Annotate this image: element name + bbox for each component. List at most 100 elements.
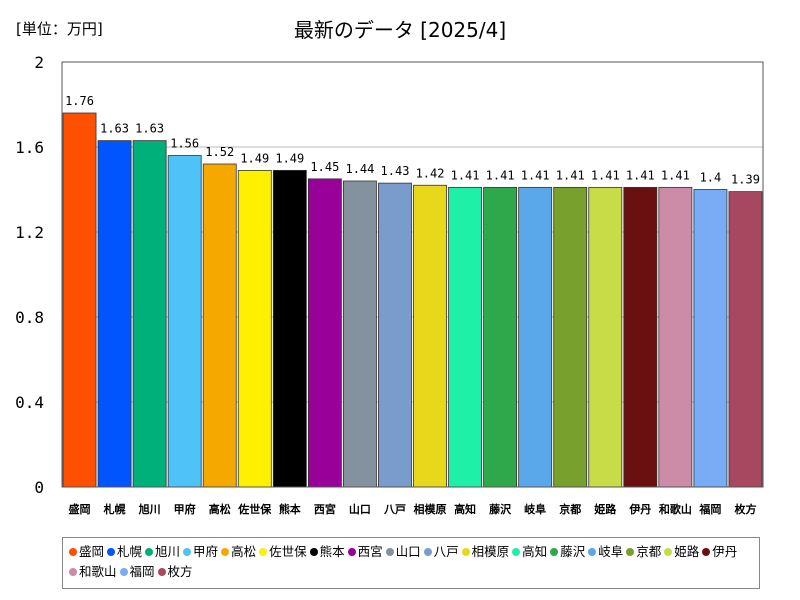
bar-0 xyxy=(62,112,97,488)
x-tick-label: 盛岡 xyxy=(69,502,91,516)
legend-label: 伊丹 xyxy=(712,544,738,559)
legend-label: 枚方 xyxy=(167,564,193,579)
x-tick-label: 藤沢 xyxy=(489,502,512,516)
x-tick-label: 岐阜 xyxy=(524,502,546,516)
x-tick-label: 甲府 xyxy=(174,502,196,516)
x-tick-label: 高松 xyxy=(209,502,231,516)
legend-swatch xyxy=(512,548,521,556)
legend-label: 佐世保 xyxy=(269,544,307,559)
data-label: 1.42 xyxy=(416,166,445,180)
data-label: 1.39 xyxy=(731,173,760,187)
x-tick-label: 西宮 xyxy=(314,502,336,516)
legend-item: 藤沢 xyxy=(550,542,585,562)
data-label: 1.41 xyxy=(451,168,480,182)
y-tick-label: 0.8 xyxy=(15,308,44,327)
bar-6 xyxy=(272,169,307,488)
bar-18 xyxy=(693,189,728,488)
data-label: 1.63 xyxy=(100,122,129,136)
legend-swatch xyxy=(664,548,673,556)
x-tick-label: 福岡 xyxy=(698,502,721,516)
y-tick-label: 2 xyxy=(34,53,44,72)
legend-swatch xyxy=(69,548,77,556)
legend-label: 札幌 xyxy=(117,544,143,559)
x-tick-label: 高知 xyxy=(454,502,476,516)
legend-swatch xyxy=(461,548,470,556)
legend-swatch xyxy=(69,568,77,576)
bar-chart: 1.76 1.63 1.63 1.56 1.52 1.49 1.49 1.45 1.44 1.43… xyxy=(15,53,764,516)
legend-item: 姫路 xyxy=(664,542,699,562)
legend-swatch xyxy=(157,568,166,576)
bar-8 xyxy=(342,180,377,488)
bar-4 xyxy=(202,163,237,488)
data-label: 1.76 xyxy=(65,94,94,108)
legend-swatch xyxy=(347,548,356,556)
legend-label: 福岡 xyxy=(129,564,155,579)
bar-10 xyxy=(413,184,447,488)
legend-label: 高松 xyxy=(231,544,257,559)
legend-label: 姫路 xyxy=(674,544,700,559)
legend-label: 八戸 xyxy=(433,544,459,559)
bar-11 xyxy=(448,186,482,488)
legend: 盛岡 札幌 旭川 甲府 高松 佐世保 熊本 西宮 山口 八戸 相模原 高知 藤沢 岐阜 京都 姫路 伊丹和歌山福… xyxy=(62,537,760,589)
data-label: 1.41 xyxy=(661,168,690,182)
data-label: 1.49 xyxy=(240,151,269,165)
unit-label: [単位：万円] xyxy=(16,20,103,38)
bar-13 xyxy=(518,186,553,488)
legend-swatch xyxy=(221,548,230,556)
bar-3 xyxy=(167,155,202,488)
data-label: 1.41 xyxy=(486,168,515,182)
data-label: 1.44 xyxy=(345,162,374,176)
data-label: 1.41 xyxy=(591,168,620,182)
legend-item: 和歌山 xyxy=(69,562,117,582)
data-labels: 1.76 1.63 1.63 1.56 1.52 1.49 1.49 1.45 1.44 1.43… xyxy=(65,94,760,187)
bar-1 xyxy=(97,140,132,488)
y-tick-labels: 0 0.4 0.8 1.2 1.6 2 xyxy=(15,53,44,497)
legend-swatch xyxy=(309,548,318,556)
x-tick-label: 和歌山 xyxy=(659,502,692,516)
legend-item: 盛岡 xyxy=(69,542,104,562)
data-label: 1.41 xyxy=(521,168,550,182)
legend-item: 旭川 xyxy=(145,542,180,562)
x-tick-label: 熊本 xyxy=(279,502,301,516)
legend-item: 西宮 xyxy=(347,542,383,562)
x-tick-label: 札幌 xyxy=(103,502,126,516)
bar-2 xyxy=(132,140,167,488)
y-tick-label: 1.6 xyxy=(15,138,44,157)
data-label: 1.56 xyxy=(170,137,199,151)
legend-label: 西宮 xyxy=(357,544,383,559)
x-tick-label: 姫路 xyxy=(594,502,617,516)
legend-item: 佐世保 xyxy=(259,542,307,562)
legend-label: 藤沢 xyxy=(560,544,586,559)
legend-swatch xyxy=(702,548,711,556)
legend-swatch xyxy=(588,548,597,556)
data-label: 1.52 xyxy=(205,145,234,159)
bars xyxy=(62,112,763,488)
legend-item: 山口 xyxy=(385,542,421,562)
bar-19 xyxy=(728,191,763,488)
legend-swatch xyxy=(423,548,432,556)
x-tick-label: 枚方 xyxy=(734,502,756,516)
data-label: 1.45 xyxy=(310,160,339,174)
legend-label: 熊本 xyxy=(319,544,345,559)
data-label: 1.41 xyxy=(556,168,585,182)
x-tick-label: 相模原 xyxy=(414,502,447,516)
bar-5 xyxy=(237,169,272,488)
legend-item: 相模原 xyxy=(461,542,509,562)
legend-label: 山口 xyxy=(395,544,421,559)
y-tick-label: 0 xyxy=(34,478,44,497)
data-label: 1.43 xyxy=(381,164,410,178)
legend-label: 和歌山 xyxy=(79,564,117,579)
bar-12 xyxy=(483,186,518,488)
legend-label: 岐阜 xyxy=(598,544,624,559)
legend-item: 高知 xyxy=(512,542,547,562)
legend-label: 甲府 xyxy=(193,544,219,559)
legend-swatch xyxy=(119,568,128,576)
bar-15 xyxy=(588,186,623,488)
legend-item: 札幌 xyxy=(107,542,142,562)
legend-swatch xyxy=(145,548,154,556)
legend-label: 盛岡 xyxy=(79,544,105,559)
x-tick-label: 山口 xyxy=(349,502,371,516)
x-tick-label: 佐世保 xyxy=(237,502,272,516)
legend-item: 岐阜 xyxy=(588,542,623,562)
legend-swatch xyxy=(626,548,635,556)
